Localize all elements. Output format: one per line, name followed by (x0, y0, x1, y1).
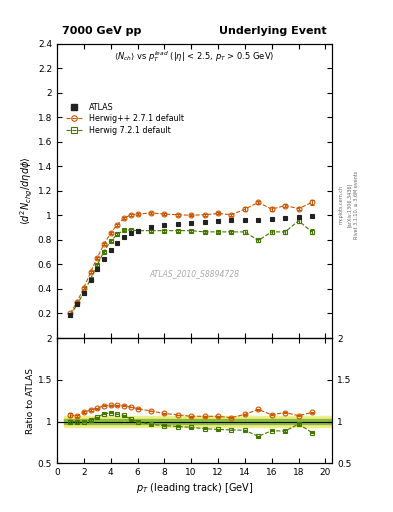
Legend: ATLAS, Herwig++ 2.7.1 default, Herwig 7.2.1 default: ATLAS, Herwig++ 2.7.1 default, Herwig 7.… (64, 100, 186, 137)
X-axis label: $p_T$ (leading track) [GeV]: $p_T$ (leading track) [GeV] (136, 481, 253, 496)
Text: mcplots.cern.ch: mcplots.cern.ch (339, 185, 344, 224)
Y-axis label: $\langle d^2 N_{chg}/d\eta d\phi \rangle$: $\langle d^2 N_{chg}/d\eta d\phi \rangle… (19, 157, 35, 225)
Y-axis label: Ratio to ATLAS: Ratio to ATLAS (26, 368, 35, 434)
Text: 7000 GeV pp: 7000 GeV pp (62, 26, 142, 36)
Text: $\langle N_{ch}\rangle$ vs $p_T^{lead}$ ($|\eta|$ < 2.5, $p_T$ > 0.5 GeV): $\langle N_{ch}\rangle$ vs $p_T^{lead}$ … (114, 50, 275, 65)
Text: Underlying Event: Underlying Event (219, 26, 327, 36)
Text: Rivet 3.1.10, ≥ 3.6M events: Rivet 3.1.10, ≥ 3.6M events (354, 170, 359, 239)
Text: ATLAS_2010_S8894728: ATLAS_2010_S8894728 (149, 269, 240, 278)
Text: [arXiv:1306.3436]: [arXiv:1306.3436] (347, 183, 352, 227)
